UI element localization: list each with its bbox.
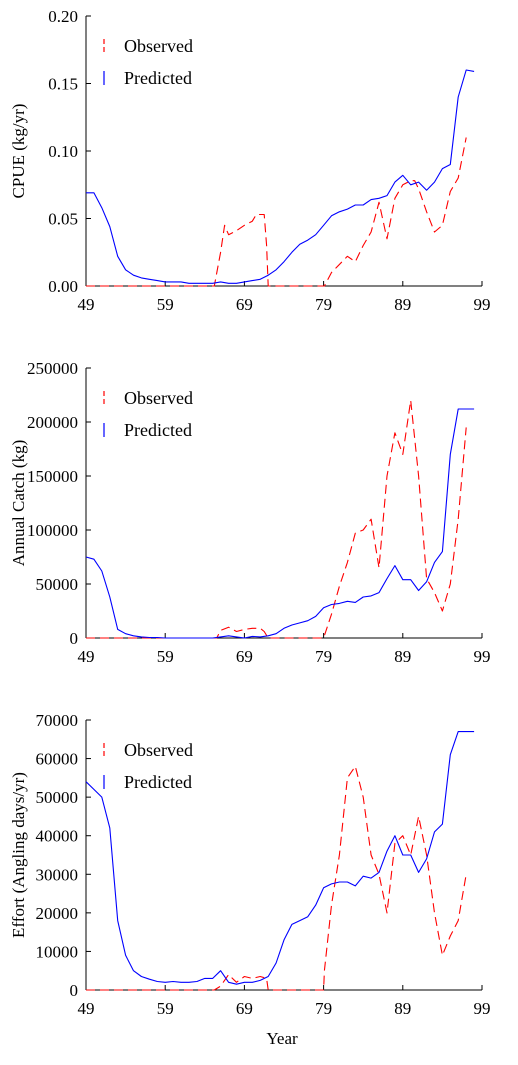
legend-label-observed: Observed <box>124 740 193 760</box>
x-tick-label: 59 <box>157 647 174 666</box>
x-tick-label: 59 <box>157 999 174 1018</box>
x-tick-label: 89 <box>394 295 411 314</box>
legend-label-predicted: Predicted <box>124 772 192 792</box>
x-tick-label: 89 <box>394 647 411 666</box>
y-tick-label: 250000 <box>27 359 78 378</box>
x-tick-label: 89 <box>394 999 411 1018</box>
x-tick-label: 59 <box>157 295 174 314</box>
y-tick-label: 30000 <box>36 865 79 884</box>
legend-label-predicted: Predicted <box>124 420 192 440</box>
x-tick-label: 69 <box>236 295 253 314</box>
x-tick-label: 99 <box>474 999 491 1018</box>
x-tick-label: 49 <box>78 647 95 666</box>
series-line-predicted <box>86 69 475 284</box>
x-tick-label: 79 <box>315 999 332 1018</box>
series-line-predicted <box>85 408 475 639</box>
y-tick-label: 0 <box>70 981 79 1000</box>
series-line-observed <box>86 137 467 287</box>
y-axis-label: Effort (Angling days/yr) <box>9 772 28 938</box>
legend-label-predicted: Predicted <box>124 68 192 88</box>
effort-panel: 0 10000 20000 30000 40000 50000 60000 70000 49 59… <box>9 711 491 1048</box>
y-tick-label: 60000 <box>36 750 79 769</box>
series-line-predicted <box>85 731 475 985</box>
y-tick-label: 150000 <box>27 467 78 486</box>
y-tick-label: 50000 <box>36 788 79 807</box>
x-tick-label: 99 <box>474 647 491 666</box>
x-tick-label: 99 <box>474 295 491 314</box>
y-tick-label: 0.10 <box>48 142 78 161</box>
x-tick-label: 69 <box>236 999 253 1018</box>
cpue-panel: 0.00 0.05 0.10 0.15 0.20 49 59 69 79 89 99 CPUE (kg… <box>9 7 491 314</box>
x-tick-label: 79 <box>315 295 332 314</box>
series-line-observed <box>86 399 467 639</box>
y-tick-label: 100000 <box>27 521 78 540</box>
y-tick-label: 40000 <box>36 827 79 846</box>
y-tick-label: 0.20 <box>48 7 78 26</box>
series-line-observed <box>86 765 467 991</box>
y-tick-label: 20000 <box>36 904 79 923</box>
annual-catch-panel: 0 50000 100000 150000 200000 250000 49 59 69 79 89… <box>9 359 491 666</box>
y-axis-label: Annual Catch (kg) <box>9 440 28 567</box>
y-tick-label: 0.15 <box>48 75 78 94</box>
legend-label-observed: Observed <box>124 36 193 56</box>
x-tick-label: 49 <box>78 999 95 1018</box>
x-tick-label: 79 <box>315 647 332 666</box>
y-tick-label: 0.00 <box>48 277 78 296</box>
legend-label-observed: Observed <box>124 388 193 408</box>
y-tick-label: 50000 <box>36 575 79 594</box>
x-tick-label: 49 <box>78 295 95 314</box>
x-tick-label: 69 <box>236 647 253 666</box>
y-tick-label: 200000 <box>27 413 78 432</box>
y-tick-label: 70000 <box>36 711 79 730</box>
y-tick-label: 10000 <box>36 942 79 961</box>
y-axis-label: CPUE (kg/yr) <box>9 104 28 199</box>
y-tick-label: 0.05 <box>48 210 78 229</box>
y-tick-label: 0 <box>70 629 79 648</box>
x-axis-label: Year <box>266 1029 298 1048</box>
